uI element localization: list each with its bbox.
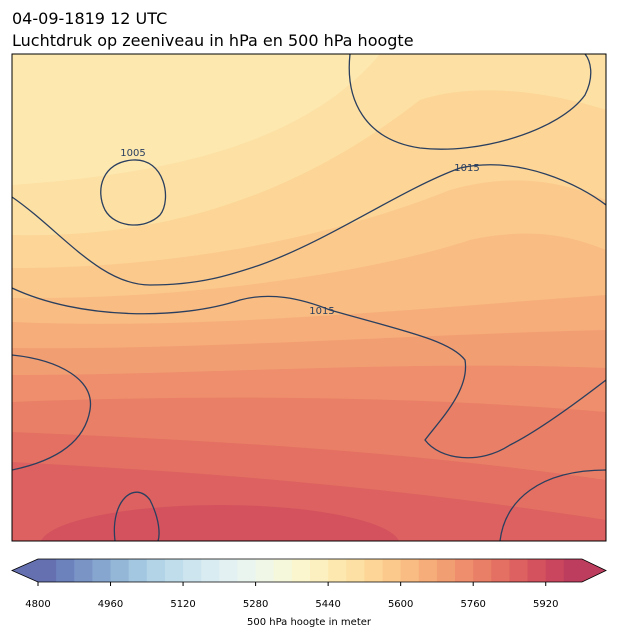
colorbar-segment xyxy=(310,559,329,582)
colorbar-outline xyxy=(11,558,607,583)
colorbar-segment xyxy=(128,559,148,582)
colorbar-segment xyxy=(346,559,365,582)
contour-label: 1005 xyxy=(120,148,145,159)
contour-label: 1015 xyxy=(454,163,479,174)
title: 04-09-1819 12 UTC xyxy=(12,9,167,28)
colorbar-extend-low xyxy=(12,559,38,582)
contour-line xyxy=(499,469,606,541)
colorbar-label: 500 hPa hoogte in meter xyxy=(247,617,372,628)
colorbar-segment xyxy=(364,559,384,582)
colorbar-tick-label: 5440 xyxy=(315,599,340,610)
colorbar-segment xyxy=(291,559,311,582)
colorbar-tick-label: 4800 xyxy=(25,599,50,610)
colorbar-segment xyxy=(74,559,93,582)
colorbar-segment xyxy=(273,559,293,582)
contour-line xyxy=(113,491,160,541)
colorbar-segment xyxy=(56,559,75,582)
colorbar-segment xyxy=(201,559,220,582)
colorbar-segment xyxy=(92,559,112,582)
colorbar-segment xyxy=(219,559,238,582)
colorbar-segment xyxy=(146,559,166,582)
colorbar-segment xyxy=(38,559,57,582)
contour-line xyxy=(12,354,92,471)
colorbar-segment xyxy=(436,559,456,582)
colorbar-tick-label: 5920 xyxy=(533,599,558,610)
colorbar-segment xyxy=(418,559,438,582)
colorbar-segment xyxy=(473,559,492,582)
colorbar-tick-label: 5600 xyxy=(388,599,413,610)
colorbar-segment xyxy=(328,559,347,582)
colorbar-segment xyxy=(164,559,184,582)
contour-label: 1015 xyxy=(309,306,334,317)
colorbar-segment xyxy=(563,559,583,582)
contour-line xyxy=(348,54,592,150)
band xyxy=(40,505,400,541)
contour-line xyxy=(12,164,606,286)
colorbar-segment xyxy=(400,559,420,582)
map-frame xyxy=(11,53,607,542)
subtitle: Luchtdruk op zeeniveau in hPa en 500 hPa… xyxy=(12,31,414,50)
colorbar-segment xyxy=(183,559,202,582)
colorbar-segment xyxy=(255,559,275,582)
colorbar-segment xyxy=(110,559,130,582)
colorbar-segment xyxy=(509,559,529,582)
map: 1005 1015 1015 xyxy=(12,54,606,541)
colorbar-extend-high xyxy=(582,559,606,582)
colorbar: 4800 4960 5120 5280 5440 5600 5760 5920 xyxy=(11,558,607,610)
colorbar-segment xyxy=(545,559,565,582)
colorbar-tick-label: 5280 xyxy=(243,599,268,610)
colorbar-tick-label: 4960 xyxy=(98,599,123,610)
contour-line xyxy=(100,159,167,226)
colorbar-segment xyxy=(455,559,474,582)
colorbar-segment xyxy=(527,559,547,582)
contour-line xyxy=(12,287,606,459)
colorbar-tick-label: 5760 xyxy=(460,599,485,610)
colorbar-segment xyxy=(491,559,510,582)
colorbar-tick-label: 5120 xyxy=(170,599,195,610)
colorbar-segment xyxy=(237,559,257,582)
colorbar-segment xyxy=(382,559,402,582)
